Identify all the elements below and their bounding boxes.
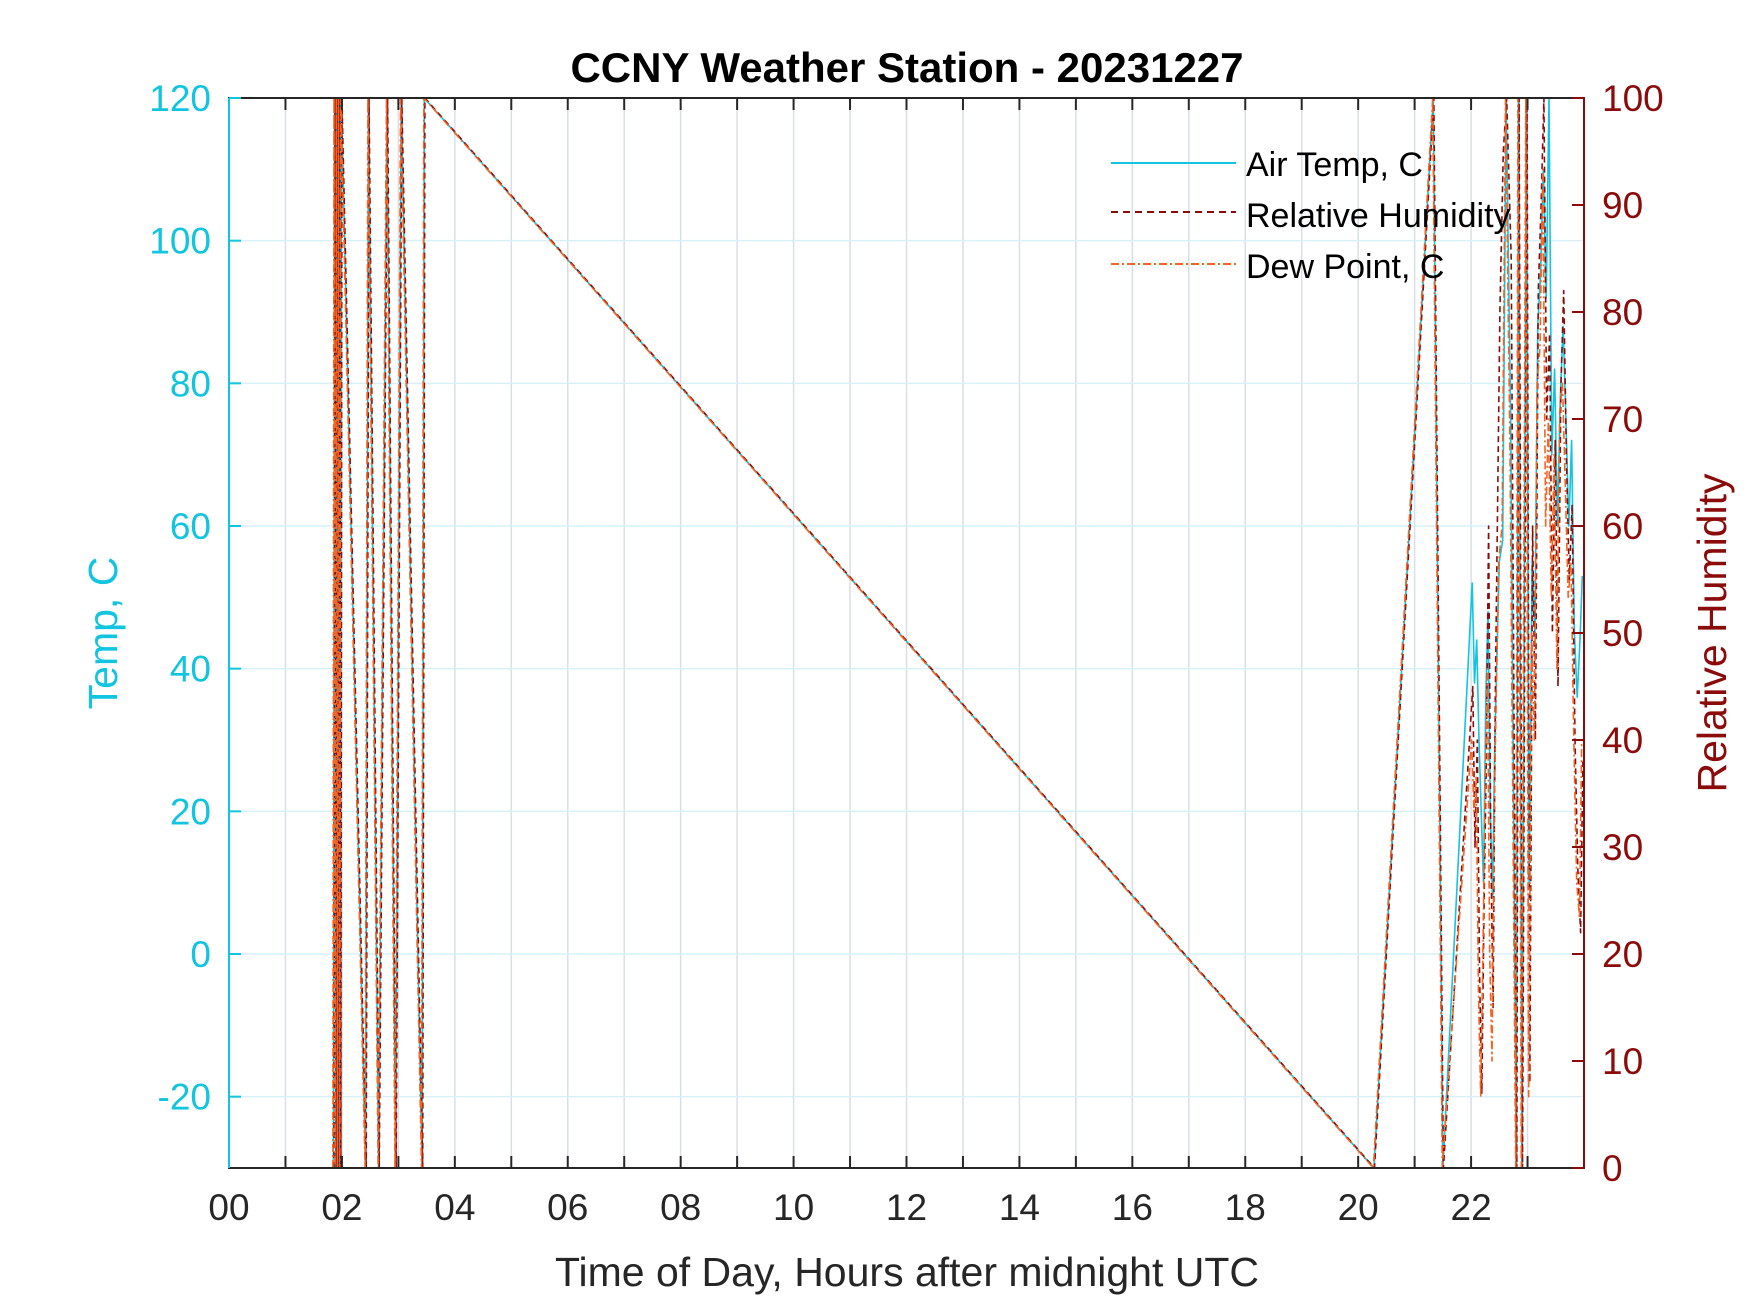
x-tick-label: 04 — [434, 1187, 475, 1228]
x-tick-label: 22 — [1451, 1187, 1492, 1228]
y-right-tick-label: 30 — [1602, 827, 1643, 868]
x-tick-label: 16 — [1112, 1187, 1153, 1228]
y-axis-label-right: Relative Humidity — [1689, 473, 1735, 792]
y-right-tick-label: 100 — [1602, 78, 1664, 119]
x-tick-label: 08 — [660, 1187, 701, 1228]
series-dew-point — [332, 97, 1583, 1169]
y-right-tick-label: 40 — [1602, 720, 1643, 761]
legend-label-relative-humidity: Relative Humidity — [1246, 197, 1511, 235]
y-left-tick-label: 100 — [149, 221, 211, 262]
x-tick-label: 18 — [1225, 1187, 1266, 1228]
grid-lines — [229, 98, 1584, 1168]
y-right-tick-label: 60 — [1602, 506, 1643, 547]
y-axis-label-left: Temp, C — [80, 557, 126, 710]
series-lines — [332, 97, 1584, 1169]
axis-ticks: 00 02 04 06 08 10 12 14 16 18 20 22-200204060801001… — [149, 78, 1663, 1228]
y-left-tick-label: 60 — [170, 506, 211, 547]
y-left-tick-label: 20 — [170, 791, 211, 832]
x-tick-label: 14 — [999, 1187, 1040, 1228]
y-left-tick-label: -20 — [158, 1077, 211, 1118]
series-relative-humidity — [333, 97, 1584, 1169]
x-tick-label: 12 — [886, 1187, 927, 1228]
x-tick-label: 06 — [547, 1187, 588, 1228]
x-tick-label: 02 — [321, 1187, 362, 1228]
x-tick-label: 00 — [208, 1187, 249, 1228]
y-left-tick-label: 40 — [170, 649, 211, 690]
y-left-tick-label: 80 — [170, 363, 211, 404]
y-right-tick-label: 50 — [1602, 613, 1643, 654]
legend-label-air-temp: Air Temp, C — [1246, 146, 1423, 184]
chart-title: CCNY Weather Station - 20231227 — [570, 44, 1243, 91]
y-right-tick-label: 90 — [1602, 185, 1643, 226]
x-axis-label: Time of Day, Hours after midnight UTC — [555, 1249, 1259, 1295]
x-tick-label: 10 — [773, 1187, 814, 1228]
x-tick-label: 20 — [1338, 1187, 1379, 1228]
legend-label-dew-point: Dew Point, C — [1246, 248, 1444, 286]
legend: Air Temp, C Relative Humidity Dew Point,… — [1111, 146, 1511, 286]
y-left-tick-label: 0 — [190, 934, 211, 975]
y-right-tick-label: 20 — [1602, 934, 1643, 975]
y-right-tick-label: 0 — [1602, 1148, 1623, 1189]
y-right-tick-label: 10 — [1602, 1041, 1643, 1082]
y-right-tick-label: 70 — [1602, 399, 1643, 440]
y-left-tick-label: 120 — [149, 78, 211, 119]
y-right-tick-label: 80 — [1602, 292, 1643, 333]
